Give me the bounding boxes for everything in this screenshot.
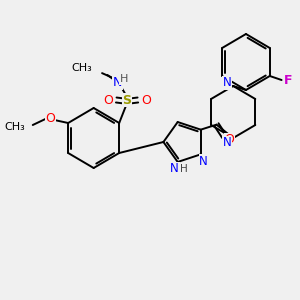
Text: O: O: [103, 94, 113, 106]
Text: H: H: [180, 164, 188, 174]
Text: H: H: [120, 74, 128, 84]
Text: N: N: [223, 76, 232, 89]
Text: N: N: [170, 163, 179, 176]
Text: O: O: [141, 94, 151, 106]
Text: N: N: [199, 155, 208, 168]
Text: O: O: [224, 133, 234, 146]
Text: F: F: [284, 74, 293, 86]
Text: CH₃: CH₃: [4, 122, 25, 132]
Text: O: O: [46, 112, 56, 124]
Text: CH₃: CH₃: [71, 63, 92, 73]
Text: S: S: [123, 94, 132, 106]
Text: N: N: [223, 136, 232, 149]
Text: N: N: [112, 76, 122, 89]
